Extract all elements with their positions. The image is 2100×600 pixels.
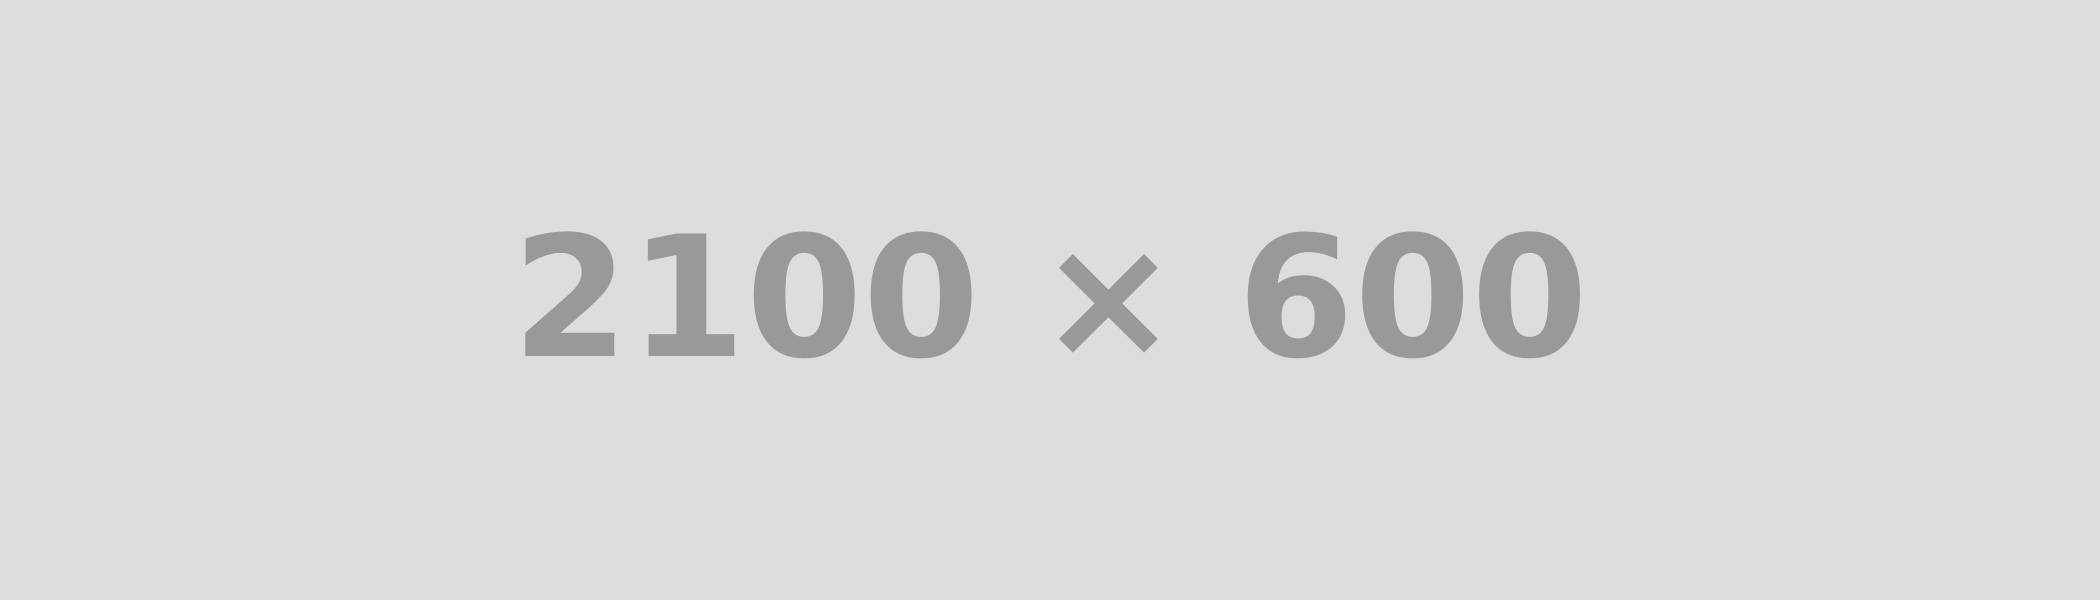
placeholder-dimensions-label: 2100 × 600 bbox=[511, 200, 1588, 396]
